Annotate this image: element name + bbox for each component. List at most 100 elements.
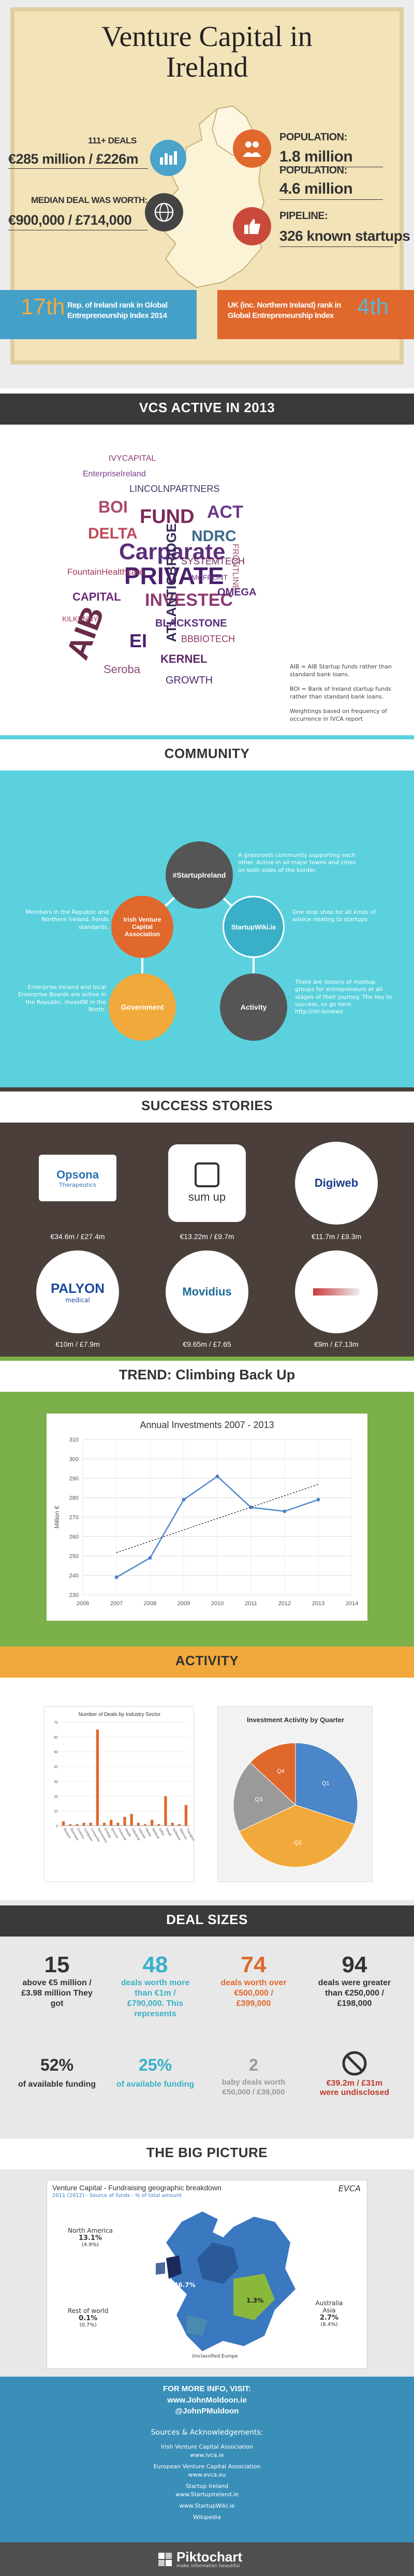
row-label: Rest of world 0.1% (0.7%) [68,2307,108,2328]
twitter-link[interactable]: @JohnPMuldoon [175,2407,239,2415]
pie-slice [239,1804,355,1868]
src4[interactable]: www.StartupWiki.ie [179,2502,235,2509]
x-tick-label: 2007 [110,1600,123,1607]
bigpicture-section: THE BIG PICTURE Venture Capital - Fundra… [0,2138,414,2377]
word-cloud: Carparate PRIVATE INVESTEC AIB ATLANTICB… [52,445,269,694]
startupireland-label: #StartupIreland [172,871,226,879]
ivca-desc: Members in the Republic and Northern Ire… [25,909,109,930]
data-point [114,1575,119,1579]
palyon-sub: medical [65,1296,90,1304]
company6-value: €9m / £7.13m [314,1340,359,1348]
evca-logo: EVCA [338,2184,361,2193]
deal-p-3-text: baby deals worth €50,000 / £39,000 [221,2078,286,2097]
deals-section: DEAL SIZES 15 above €5 million / £3.98 m… [0,1900,414,2138]
src1: Irish Venture Capital Association [161,2443,253,2450]
src5[interactable]: Wikipedia [193,2513,221,2521]
y-tick-label: 280 [69,1495,79,1502]
more-info: FOR MORE INFO, VISIT: [162,2384,251,2393]
row-name: Rest of world [68,2307,109,2315]
pop2-label: POPULATION: [279,165,347,176]
community-banner [0,739,414,770]
people-icon-circle [233,129,271,168]
no-icon [342,2051,367,2076]
deals-line [8,168,148,169]
src3-url[interactable]: www.StartupIreland.ie [175,2491,239,2498]
success-banner [0,1091,414,1123]
sector-bar [82,1823,85,1826]
y-tick-label: 230 [69,1592,79,1598]
x-tick-label: 2009 [178,1600,190,1607]
palyon-logo: PALYON medical [36,1250,119,1333]
sector-bar [143,1824,147,1826]
deal-stat-3: 74 deals worth over €500,000 / £399,000 [207,1952,300,2009]
y-tick-label: 260 [69,1534,79,1540]
bigpicture-banner [0,2138,414,2170]
sector-bar [76,1824,79,1826]
na-label: North America 13.1% (4.9%) [68,2227,113,2248]
aus-prev: (8.4%) [320,2322,338,2327]
deal-p-4: €39.2m / £31m were undisclosed [305,2050,404,2098]
sector-bar [184,1805,188,1826]
y-tick-label: 40 [54,1766,58,1769]
success-section: SUCCESS STORIES Opsona Therapeutics €34.6… [0,1087,414,1357]
word-mcfront: MCFRONT [191,573,228,581]
sector-bar [62,1821,65,1826]
y-tick-label: 270 [69,1515,79,1521]
y-tick-label: 70 [54,1721,58,1725]
pipeline-label: PIPELINE: [279,210,328,222]
deal-stat-3-num: 74 [241,1952,267,1977]
sources-list: Irish Venture Capital Association www.iv… [0,2443,414,2522]
digiweb-value: €11.7m / £9.3m [311,1232,362,1241]
header-section: Venture Capital in Ireland 111+ DEALS €2… [0,0,414,388]
word-ndrc: NDRC [191,528,236,545]
sector-bar [157,1824,160,1826]
deal-p-4-text: were undisclosed [319,2088,390,2097]
sector-bar [171,1823,174,1826]
globe-icon [154,202,174,222]
x-tick-label: 2013 [312,1600,324,1607]
deal-stat-1-text: above €5 million / £3.98 million They go… [21,1978,93,2008]
sector-bar-chart: Number of Deals by Industry Sector 0 10 20 3… [54,1712,195,1844]
sector-chart-title: Number of Deals by Industry Sector [79,1712,161,1718]
europe-map [156,2211,295,2351]
uk-rank-ribbon [217,290,414,339]
deals-banner [0,1905,414,1937]
deal-p-3-num: 2 [249,2056,258,2074]
opsona-sub: Therapeutics [59,1181,96,1188]
site-link[interactable]: www.JohnMoldoon.ie [167,2396,247,2405]
sector-bar [151,1820,154,1826]
ivca-node: Irish Venture Capital Association [111,896,173,958]
pie-chart-title: Investment Activity by Quarter [247,1716,344,1724]
line-chart-title: Annual Investments 2007 - 2013 [140,1420,274,1430]
page-title: Venture Capital in Ireland [0,22,414,83]
activity-label: Activity [240,1003,267,1011]
y-tick-label: 250 [69,1553,79,1560]
y-tick-label: 240 [69,1573,79,1579]
geo-map-sub: 2011 (2012) - Source of funds - % of tot… [52,2193,182,2199]
word-boi: BOI [98,498,128,516]
src1-url[interactable]: www.ivca.ie [190,2451,224,2458]
deal-p-1: 52% of available funding [10,2056,103,2089]
thumbs-up-icon [244,219,260,234]
bigpicture-title: THE BIG PICTURE [146,2145,268,2160]
deal-stat-2: 48 deals worth more than €1m / £790,000.… [109,1952,202,2019]
src2-url[interactable]: www.evca.eu [188,2471,226,2478]
ivca-label: Irish Venture Capital Association [123,916,161,938]
word-investec: INVESTEC [145,590,233,610]
aus-name: Australia Asia [315,2300,343,2314]
opsona-value: €34.6m / £27.4m [50,1232,105,1241]
palyon-name: PALYON [50,1280,105,1296]
word-act: ACT [207,502,243,522]
deal-p-3: 2 baby deals worth €50,000 / £39,000 [207,2056,300,2098]
deal-stat-1: 15 above €5 million / £3.98 million They… [10,1952,103,2009]
line-chart: Annual Investments 2007 - 2013 230 240 250 2… [53,1420,358,1607]
x-tick-label: 2010 [211,1600,224,1607]
y-tick-label: 300 [69,1457,79,1463]
word-growth: GROWTH [166,675,213,686]
digiweb-logo: Digiweb [295,1142,378,1225]
median-value: €900,000 / £714,000 [8,212,132,228]
deal-stat-2-num: 48 [142,1952,168,1977]
uk-rank: 4th [357,294,389,319]
quarter-chart-frame: Investment Activity by Quarter Q1 Q2 Q3 Q4 [217,1706,373,1882]
sector-bar [102,1823,106,1826]
